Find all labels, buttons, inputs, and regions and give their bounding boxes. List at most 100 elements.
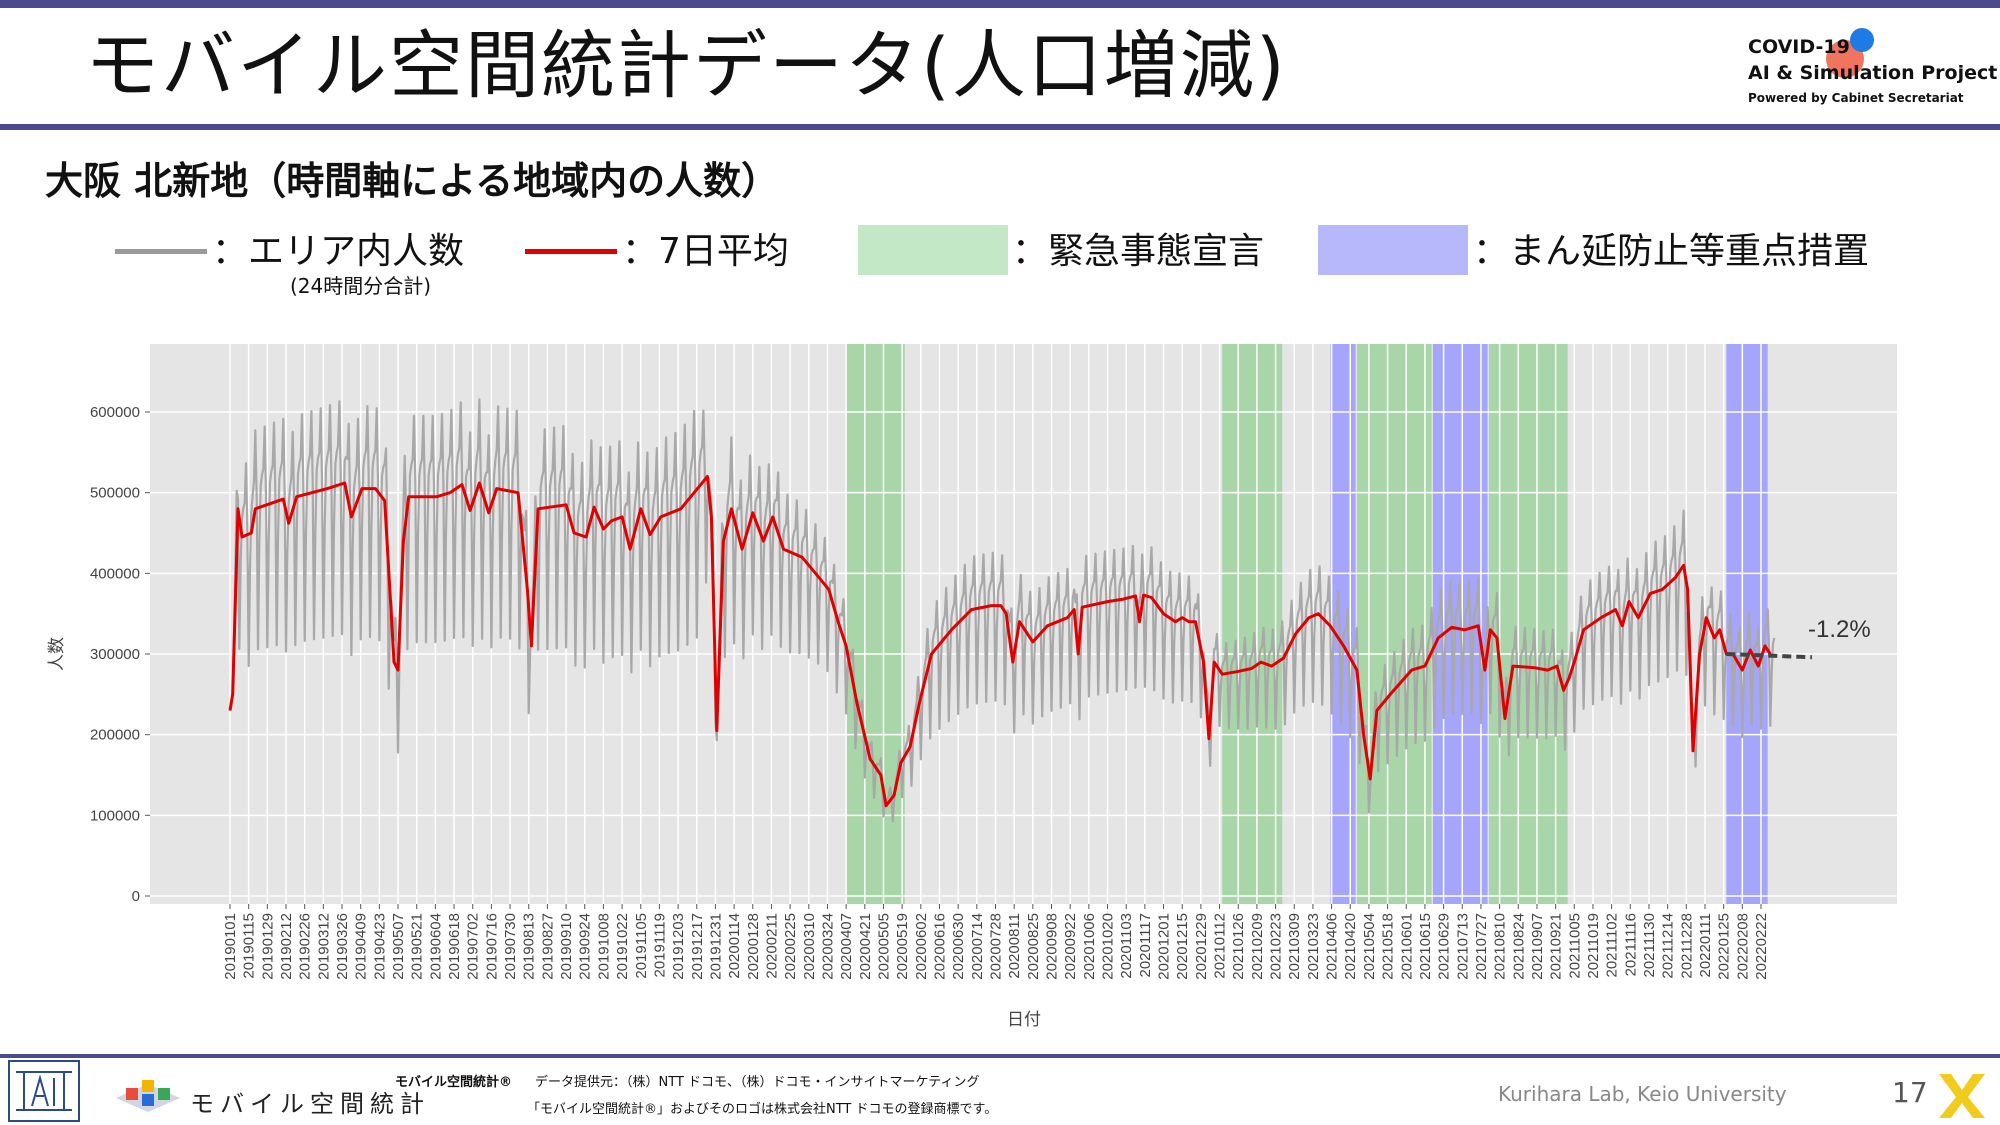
y-tick-label: 100000: [90, 807, 140, 824]
x-tick-label: 20220125: [1716, 913, 1733, 980]
x-tick-label: 20200407: [838, 913, 855, 980]
x-tick-label: 20190924: [577, 913, 594, 980]
x-tick-label: 20210323: [1305, 913, 1322, 980]
x-tick-label: 20210629: [1436, 913, 1453, 980]
footer-trademark: 「モバイル空間統計®」およびそのロゴは株式会社NTT ドコモの登録商標です。: [527, 1102, 998, 1117]
footer-divider: [0, 1054, 2000, 1058]
x-tick-label: 20190716: [483, 913, 500, 980]
x-tick-label: 20211228: [1678, 913, 1695, 979]
x-tick-label: 20200728: [987, 913, 1004, 980]
x-tick-label: 20210420: [1342, 913, 1359, 980]
y-tick-label: 300000: [90, 646, 140, 663]
x-tick-label: 20210824: [1510, 913, 1527, 980]
x-tick-label: 20190618: [446, 913, 463, 980]
logo-line-3: Powered by Cabinet Secretariat: [1748, 91, 1964, 105]
top-accent-bar: [0, 0, 2000, 8]
x-tick-label: 20201020: [1100, 913, 1117, 980]
header-divider: [0, 124, 2000, 130]
x-tick-label: 20200714: [969, 913, 986, 980]
x-tick-label: 20210209: [1249, 913, 1266, 980]
x-tick-label: 20200114: [726, 913, 743, 979]
x-tick-label: 20210601: [1398, 913, 1415, 980]
page-number: 17: [1892, 1076, 1928, 1109]
x-tick-label: 20210126: [1230, 913, 1247, 980]
legend-red-line: [525, 249, 617, 254]
x-tick-label: 20190409: [353, 913, 370, 980]
legend-gray-note: (24時間分合計): [290, 274, 432, 298]
x-tick-label: 20200211: [763, 913, 780, 979]
x-tick-label: 20211102: [1604, 913, 1621, 978]
x-tick-label: 20191008: [595, 913, 612, 980]
x-tick-label: 20210504: [1361, 913, 1378, 980]
y-axis-title: 人数: [47, 637, 67, 671]
y-tick-label: 500000: [90, 485, 140, 502]
x-tick-label: 20190507: [390, 913, 407, 980]
x-tick-label: 20190212: [278, 913, 295, 980]
x-tick-label: 20201103: [1118, 913, 1135, 979]
series-7day-average-line: [228, 475, 1772, 808]
x-tick-label: 20210615: [1417, 913, 1434, 980]
x-tick-label: 20190312: [315, 913, 332, 980]
x-tick-label: 20210921: [1548, 913, 1565, 980]
x-tick-label: 20191203: [670, 913, 687, 980]
x-tick-label: 20190115: [241, 913, 258, 979]
shaded-period-5: [1488, 344, 1568, 904]
x-tick-label: 20200519: [894, 913, 911, 980]
x-tick-label: 20200922: [1062, 913, 1079, 980]
x-tick-label: 20191231: [707, 913, 724, 980]
x-tick-label: 20191022: [614, 913, 631, 980]
x-tick-label: 20210406: [1324, 913, 1341, 980]
change-annotation: -1.2%: [1808, 616, 1871, 643]
x-tick-label: 20190326: [334, 913, 351, 980]
x-tick-label: 20200505: [875, 913, 892, 980]
legend-blue-label: ：まん延防止等重点措置: [1473, 231, 1870, 272]
x-tick-label: 20190521: [409, 913, 426, 980]
x-tick-label: 20200616: [931, 913, 948, 980]
mobile-stats-cube-icon: [116, 1080, 180, 1112]
x-tick-label: 20200324: [819, 913, 836, 980]
x-tick-label: 20201215: [1174, 913, 1191, 980]
x-tick-label: 20201117: [1137, 913, 1154, 978]
legend-green-box: [858, 225, 1008, 275]
x-tick-label: 20210810: [1492, 913, 1509, 980]
x-tick-label: 20210907: [1529, 913, 1546, 980]
y-tick-label: 400000: [90, 565, 140, 582]
x-tick-label: 20201229: [1193, 913, 1210, 980]
x-tick-label: 20190423: [371, 913, 388, 980]
x-tick-label: 20220111: [1697, 913, 1714, 978]
x-tick-label: 20210223: [1268, 913, 1285, 980]
x-tick-label: 20211116: [1622, 913, 1639, 976]
x-tick-label: 20200602: [913, 913, 930, 980]
trend-dashed-line: [1726, 652, 1813, 660]
logo-line-1: COVID-19: [1748, 36, 1850, 58]
shaded-period-0: [846, 344, 905, 904]
x-tick-label: 20210309: [1286, 913, 1303, 980]
ai-lab-logo-icon: [8, 1060, 80, 1122]
x-tick-label: 20200225: [782, 913, 799, 980]
legend-blue-box: [1318, 225, 1468, 275]
x-tick-label: 20200310: [801, 913, 818, 980]
logo-line-2: AI & Simulation Project: [1748, 62, 1998, 84]
x-tick-label: 20200825: [1025, 913, 1042, 980]
x-axis-title: 日付: [1007, 1010, 1041, 1030]
x-tick-label: 20190129: [259, 913, 276, 980]
x-tick-label: 20201201: [1156, 913, 1173, 980]
y-tick-label: 200000: [90, 727, 140, 744]
population-chart: 0 100000 200000 300000 400000 500000 600000 20…: [47, 344, 1897, 1030]
legend-gray-label: ：エリア内人数: [212, 231, 465, 272]
x-tick-label: 20211019: [1585, 913, 1602, 979]
chart-subtitle: 大阪 北新地（時間軸による地域内の人数）: [45, 159, 780, 203]
x-tick-label: 20211130: [1641, 913, 1658, 978]
page-title: モバイル空間統計データ(人口増減): [85, 23, 1287, 109]
x-tick-label: 20200128: [745, 913, 762, 980]
x-tick-label: 20220222: [1753, 913, 1770, 980]
x-tick-label: 20200811: [1006, 913, 1023, 979]
x-tick-label: 20210518: [1380, 913, 1397, 980]
logo-blue-dot-icon: [1850, 28, 1874, 52]
legend-green-label: ：緊急事態宣言: [1012, 231, 1265, 272]
footer-lab: Kurihara Lab, Keio University: [1498, 1082, 1787, 1106]
x-tick-label: 20210727: [1473, 913, 1490, 980]
x-tick-label: 20201006: [1081, 913, 1098, 980]
shaded-period-1: [1222, 344, 1283, 904]
x-tick-label: 20190827: [539, 913, 556, 980]
